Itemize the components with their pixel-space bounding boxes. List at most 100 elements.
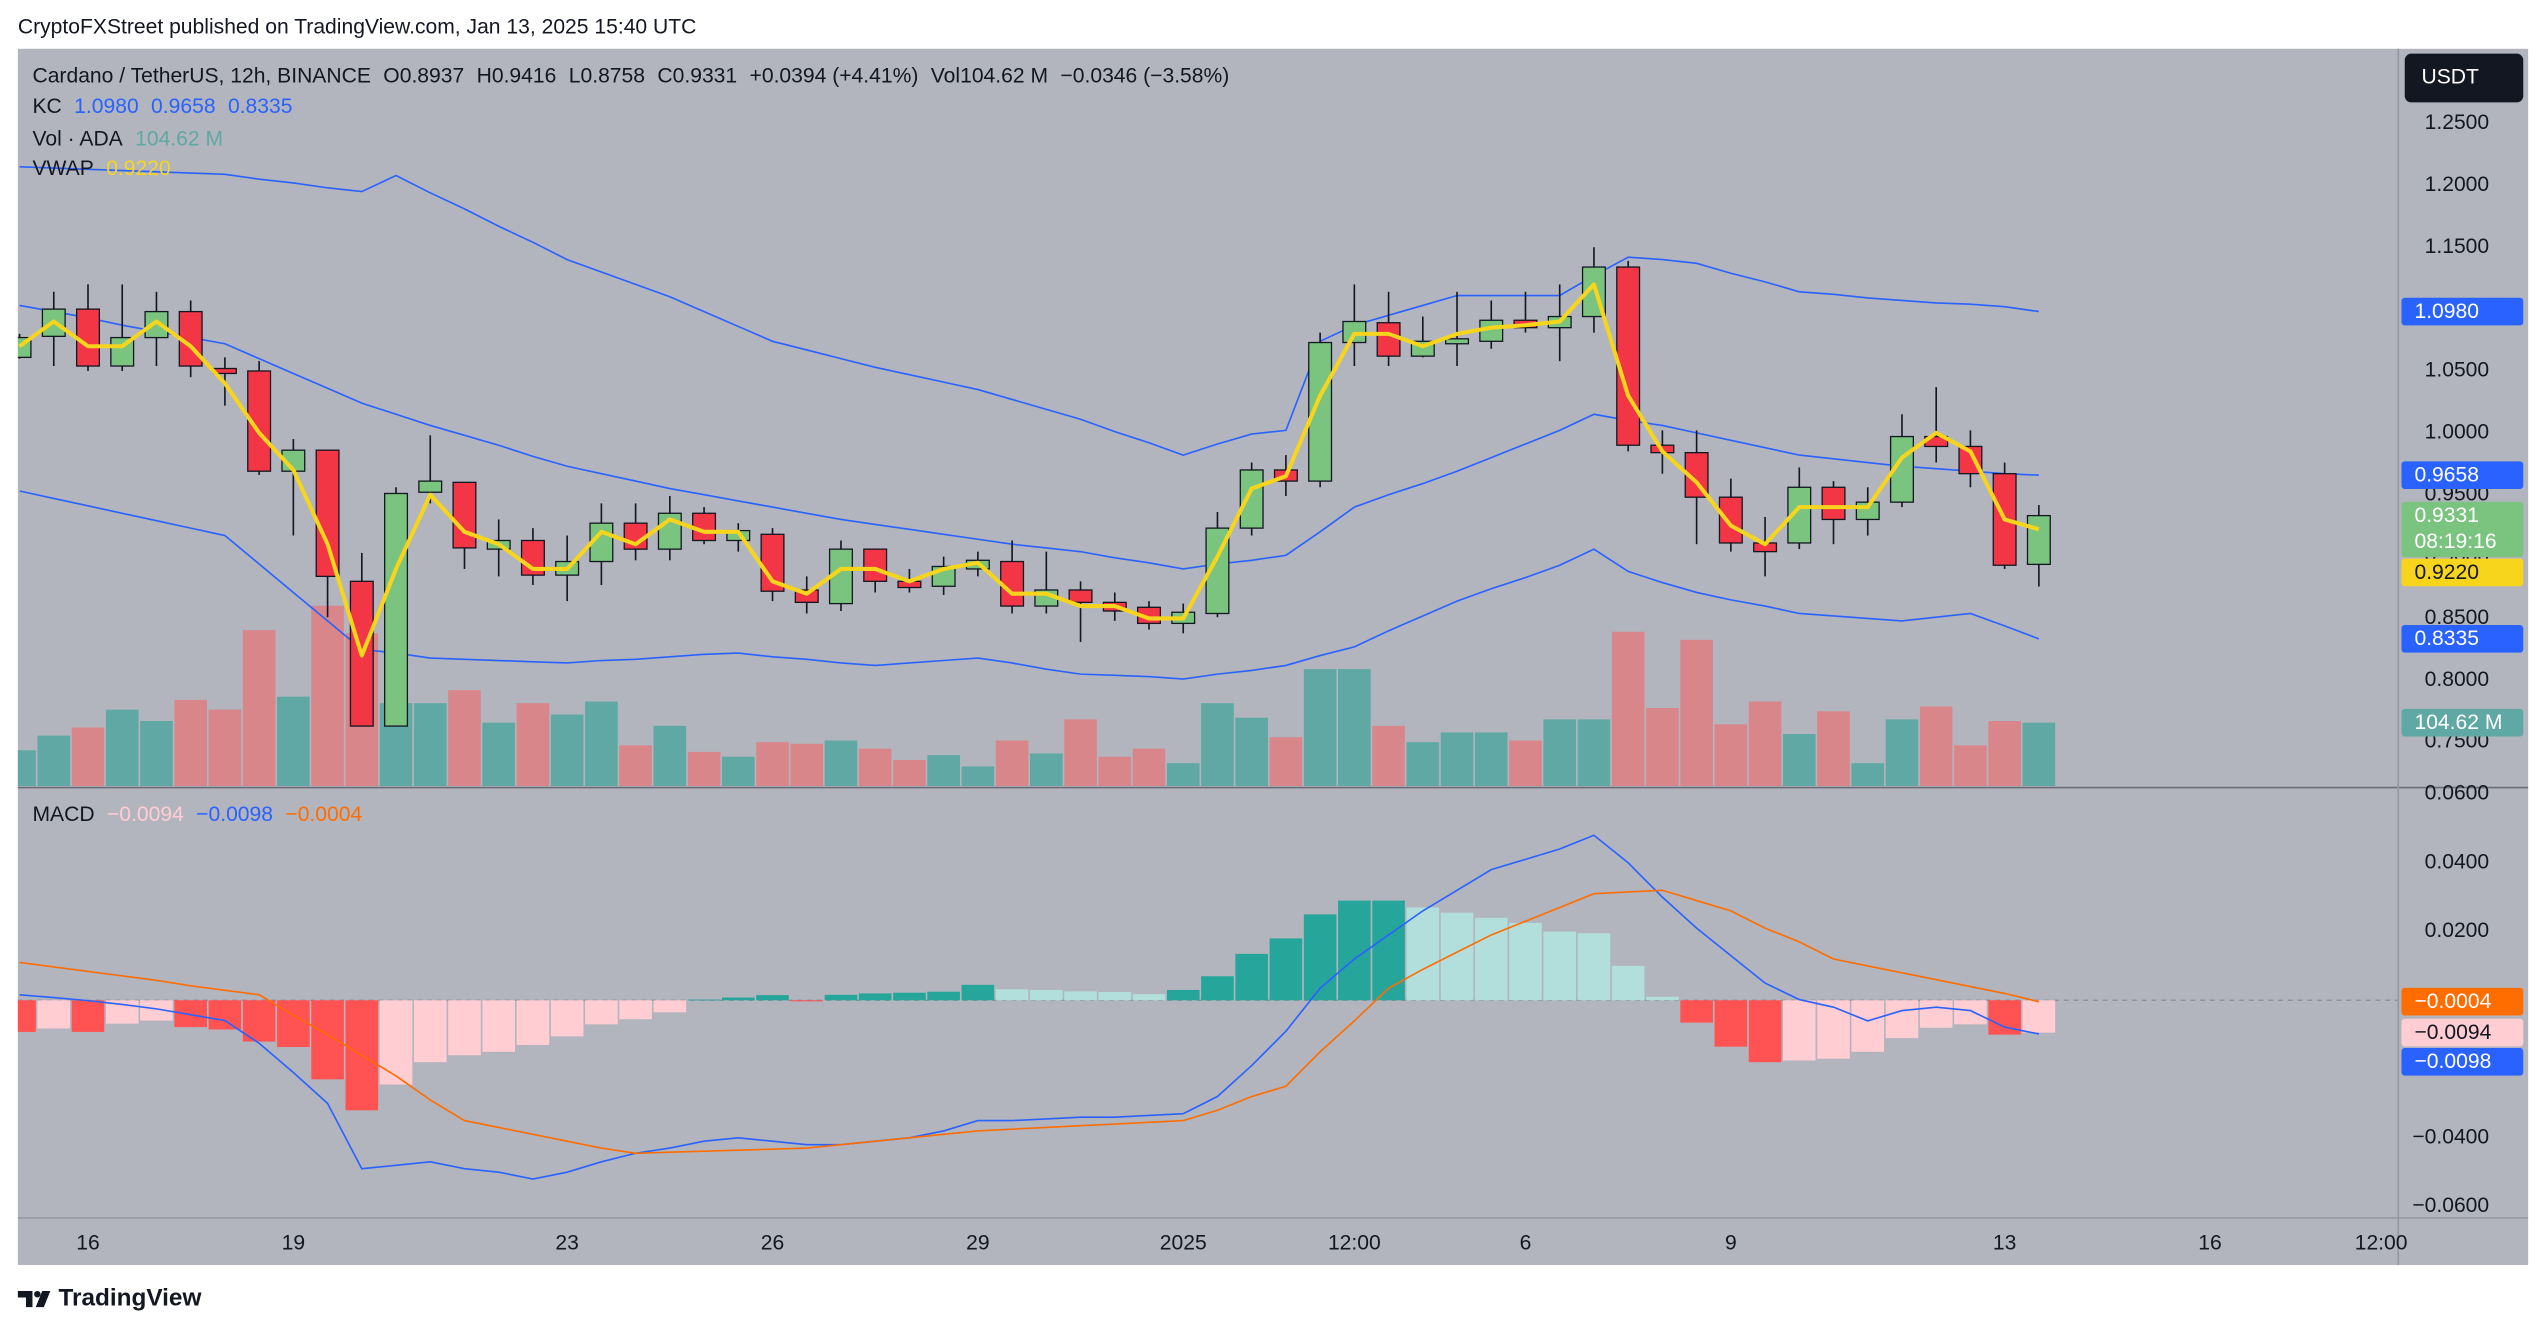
volume-bar [482,722,516,786]
histogram-bar [1714,1000,1748,1047]
histogram-bar [379,1000,413,1085]
x-tick-label: 6 [1520,1231,1532,1254]
histogram-bar [1166,989,1200,1001]
x-tick-label: 29 [966,1231,989,1254]
volume-bar [961,766,995,786]
candle-body [1718,496,1743,544]
histogram-bar [1064,991,1097,1001]
histogram-bar [790,1000,824,1002]
volume-bar [1303,669,1337,786]
symbol-legend: Cardano / TetherUS, 12h, BINANCE O0.8937… [32,64,1229,87]
legend-name: Vol · ADA [32,127,123,150]
volume-bar [311,605,344,786]
price-badge [2401,558,2524,587]
histogram-bar [858,993,892,1001]
histogram-bar [961,984,995,1001]
y-tick-label: 1.0500 [2425,359,2490,382]
candle-body [418,480,443,493]
volume-bar [1372,725,1405,786]
price-badge [2401,708,2524,737]
y-tick-label: 1.0000 [2425,420,2490,443]
candle-body [1445,338,1470,345]
volume-bar [1543,719,1577,786]
volume-bar [824,740,858,786]
histogram-bar [2022,1000,2056,1033]
histogram-bar [17,1000,36,1032]
histogram-bar [1132,994,1166,1001]
vwap-legend: VWAP 0.9220 [32,157,170,180]
price-badge-label: 1.0980 [2414,300,2479,323]
volume-bar [858,748,892,786]
legend-value: −0.0098 [196,803,273,826]
price-badge [2401,625,2524,653]
volume-bar [208,709,242,786]
price-badge-label: 0.9331 [2414,504,2479,527]
histogram-bar [1440,912,1474,1001]
ohlc-label: H [477,64,492,87]
histogram-bar [1817,1000,1850,1059]
volume-bar [1440,732,1474,786]
histogram-bar [653,1000,687,1013]
volume-bar [1680,639,1713,786]
volume-bar [1851,763,1885,786]
volume-bar [550,714,584,786]
legend-name: KC [32,95,61,118]
candle-body [1376,322,1401,357]
price-badge-label: 104.62 M [2414,711,2502,734]
volume-bar [1235,717,1268,786]
volume-bar [585,701,618,786]
x-tick-label: 26 [761,1231,784,1254]
y-tick-label: 0.0400 [2425,850,2490,873]
symbol: Cardano / TetherUS, 12h, BINANCE [32,64,370,87]
histogram-bar [311,1000,344,1080]
volume-bar [790,743,824,786]
volume-bar [1714,724,1748,786]
x-tick-label: 19 [282,1231,305,1254]
price-badge-label: 0.9220 [2414,561,2479,584]
histogram-bar [1269,938,1303,1001]
histogram-bar [413,1000,447,1063]
x-tick-label: 16 [76,1231,99,1254]
price-badge [2401,1048,2524,1076]
volume-bar [927,755,960,786]
histogram-bar [995,989,1029,1001]
volume-bar [756,742,789,786]
currency-button[interactable] [2404,53,2524,103]
histogram-bar [448,1000,481,1056]
volume-bar [1064,719,1097,786]
histogram-bar [1098,992,1132,1001]
ohlc-value: 0.8758 [580,64,645,87]
volume-bar [893,760,926,786]
y-tick-label: 1.2500 [2425,111,2490,134]
legend-value: −0.0094 [107,803,184,826]
x-tick-label: 12:00 [1328,1231,1381,1254]
kc-middle [19,304,2039,570]
volume-bar [1338,669,1371,786]
y-tick-label: 1.1500 [2425,235,2490,258]
price-badge [2401,501,2524,558]
candle-body [144,310,169,339]
volume-bar [1577,719,1611,786]
signal-line [19,889,2040,1155]
candle-body [2026,514,2051,566]
ohlc-value: 0.9331 [673,64,738,87]
macd-line [19,834,2040,1180]
price-badge-label: 0.9658 [2414,464,2479,487]
histogram-bar [140,1000,173,1021]
currency-label[interactable]: USDT [2421,66,2479,89]
axes: 16 19 23 26 29 2025 12:00 6 9 13 16 12:00 1.2500 1.20… [76,111,2524,1254]
plot-area [17,166,2399,1180]
legend-name: VWAP [32,157,93,180]
volume-bar [1509,740,1542,786]
price-badge [2401,1018,2524,1047]
candle-body [452,481,477,549]
price-badge [2401,461,2524,489]
volume-bar [1098,756,1132,786]
change: +0.0394 (+4.41%) [750,64,919,87]
volume-bar [1988,721,2021,786]
x-tick-label: 23 [555,1231,578,1254]
volume-bar [174,699,207,786]
ohlc-value: 0.9416 [492,64,557,87]
legend-value: −0.0004 [285,803,362,826]
